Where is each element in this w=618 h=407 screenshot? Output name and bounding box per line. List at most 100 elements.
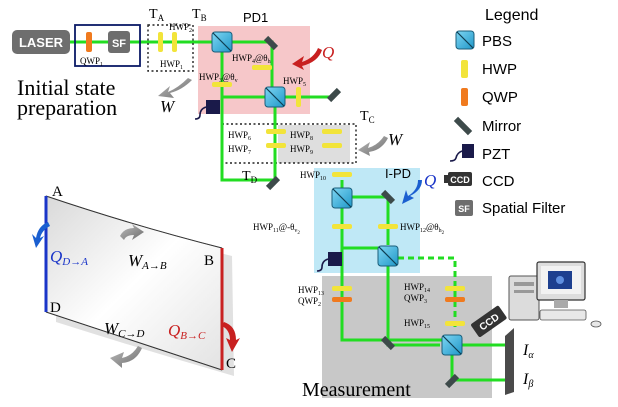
hwp11-plate bbox=[332, 224, 352, 229]
w-cd-arrow bbox=[110, 346, 142, 368]
hwp15-plate bbox=[445, 321, 465, 326]
measurement-label: Measurement bbox=[302, 379, 411, 401]
hwp14-plate bbox=[445, 286, 465, 291]
hwp13-label: HWP13 bbox=[298, 285, 324, 297]
i-beta-label: Iβ bbox=[522, 371, 533, 390]
pbs-2 bbox=[264, 86, 286, 108]
pzt-ipd bbox=[316, 252, 342, 272]
laser-box bbox=[12, 30, 70, 54]
hwp5-label: HWP5 bbox=[283, 76, 306, 88]
hwp4-label: HWP4@θh bbox=[232, 53, 271, 65]
prep-label-line1: Initial state bbox=[17, 75, 115, 100]
cycle-top-edge bbox=[45, 195, 223, 249]
hwp11-label: HWP11@-θv2 bbox=[253, 222, 300, 236]
q-bc-label: QB→C bbox=[168, 321, 206, 342]
qwp3-label: QWP3 bbox=[404, 293, 427, 305]
pbs-3 bbox=[331, 187, 353, 209]
hwp1-label: HWP1 bbox=[160, 59, 183, 71]
legend-pbs-icon bbox=[455, 30, 475, 50]
legend-mirror-icon bbox=[453, 116, 473, 136]
hwp8-label: HWP8 bbox=[290, 130, 313, 142]
hwp12-plate bbox=[378, 224, 398, 229]
hwp1-plate bbox=[172, 32, 177, 52]
legend-ccd-icon: CCD bbox=[444, 172, 472, 186]
corner-d: D bbox=[50, 300, 61, 316]
ta-label: TA bbox=[149, 7, 165, 23]
legend-sf-label: Spatial Filter bbox=[482, 200, 565, 217]
legend-mirror-label: Mirror bbox=[482, 118, 521, 135]
detector-screen bbox=[505, 328, 514, 395]
q-da-arrow bbox=[32, 222, 50, 248]
qwp2-plate bbox=[332, 297, 352, 302]
hwp12-label: HWP12@θh2 bbox=[400, 222, 445, 236]
corner-a: A bbox=[52, 184, 63, 200]
q-da-label: QD→A bbox=[50, 247, 88, 268]
svg-text:CCD: CCD bbox=[450, 175, 470, 185]
laser-label: LASER bbox=[19, 35, 64, 50]
svg-text:SF: SF bbox=[458, 204, 470, 214]
legend-hwp-icon bbox=[461, 60, 468, 78]
tc-label: TC bbox=[360, 109, 375, 125]
pbs-4 bbox=[377, 245, 399, 267]
corner-b: B bbox=[204, 253, 214, 269]
hwp3-label: HWP3@θv bbox=[199, 72, 238, 84]
cycle-bottom-edge bbox=[45, 311, 223, 371]
pbs-1 bbox=[211, 31, 233, 53]
w-label-prep: W bbox=[160, 97, 176, 116]
mirror-right-pd1 bbox=[326, 87, 342, 103]
w-arrow-prep bbox=[158, 78, 192, 98]
cycle-diagram: A B C D QD→A WA→B WC→D QB→C bbox=[32, 184, 240, 376]
pd1-label: PD1 bbox=[243, 10, 268, 25]
qwp2-label: QWP2 bbox=[298, 296, 321, 308]
prep-label-line2: preparation bbox=[17, 95, 117, 120]
computer-icon bbox=[508, 261, 602, 328]
hwp2-plate bbox=[158, 32, 163, 52]
w-arrow-tc bbox=[358, 136, 388, 156]
legend-pzt-icon bbox=[449, 144, 474, 162]
sf-label: SF bbox=[112, 38, 126, 50]
hwp6-label: HWP6 bbox=[228, 130, 251, 142]
measurement-region bbox=[322, 276, 492, 398]
qwp3-plate bbox=[445, 297, 465, 302]
corner-c: C bbox=[226, 356, 236, 372]
hwp9-plate bbox=[322, 143, 342, 148]
mirror-meas-left bbox=[380, 335, 396, 351]
q-arrow-ipd bbox=[402, 180, 422, 204]
spatial-filter bbox=[108, 31, 130, 53]
pbs-5 bbox=[441, 334, 463, 356]
tb-label: TB bbox=[192, 7, 207, 23]
hwp14-label: HWP14 bbox=[404, 282, 430, 294]
td-label: TD bbox=[242, 169, 258, 185]
tc-dotted-box bbox=[221, 123, 357, 164]
prep-box bbox=[74, 24, 141, 67]
hwp15-label: HWP15 bbox=[404, 318, 430, 330]
w-ab-arrow bbox=[120, 224, 144, 240]
q-bc-arrow bbox=[222, 322, 240, 352]
legend-title: Legend bbox=[485, 7, 538, 24]
hwp6-plate bbox=[266, 129, 286, 134]
hwp10-plate bbox=[332, 172, 352, 177]
legend-qwp-icon bbox=[461, 88, 468, 106]
pzt-pd1 bbox=[194, 100, 220, 120]
beam-dashed bbox=[398, 256, 505, 347]
hwp3-plate bbox=[212, 82, 232, 87]
q-label-ipd: Q bbox=[424, 171, 436, 190]
hwp2-label: HWP2 bbox=[169, 22, 192, 34]
mirror-ipd-top bbox=[380, 189, 396, 205]
mirror-meas-bottom bbox=[444, 373, 460, 389]
legend-pzt-label: PZT bbox=[482, 146, 510, 163]
ipd-label: I-PD bbox=[385, 166, 411, 181]
hwp4-plate bbox=[252, 65, 272, 70]
mirror-pd1-top bbox=[263, 35, 279, 51]
hwp7-plate bbox=[266, 143, 286, 148]
i-alpha-label: Iα bbox=[522, 342, 534, 361]
w-label-tc: W bbox=[388, 130, 404, 149]
q-label-pd1: Q bbox=[322, 43, 334, 62]
legend-hwp-label: HWP bbox=[482, 61, 517, 78]
legend-qwp-label: QWP bbox=[482, 89, 518, 106]
hwp8-plate bbox=[322, 129, 342, 134]
hwp9-label: HWP9 bbox=[290, 144, 313, 156]
q-arrow-pd1 bbox=[292, 48, 322, 70]
qwp1-plate bbox=[86, 32, 92, 52]
